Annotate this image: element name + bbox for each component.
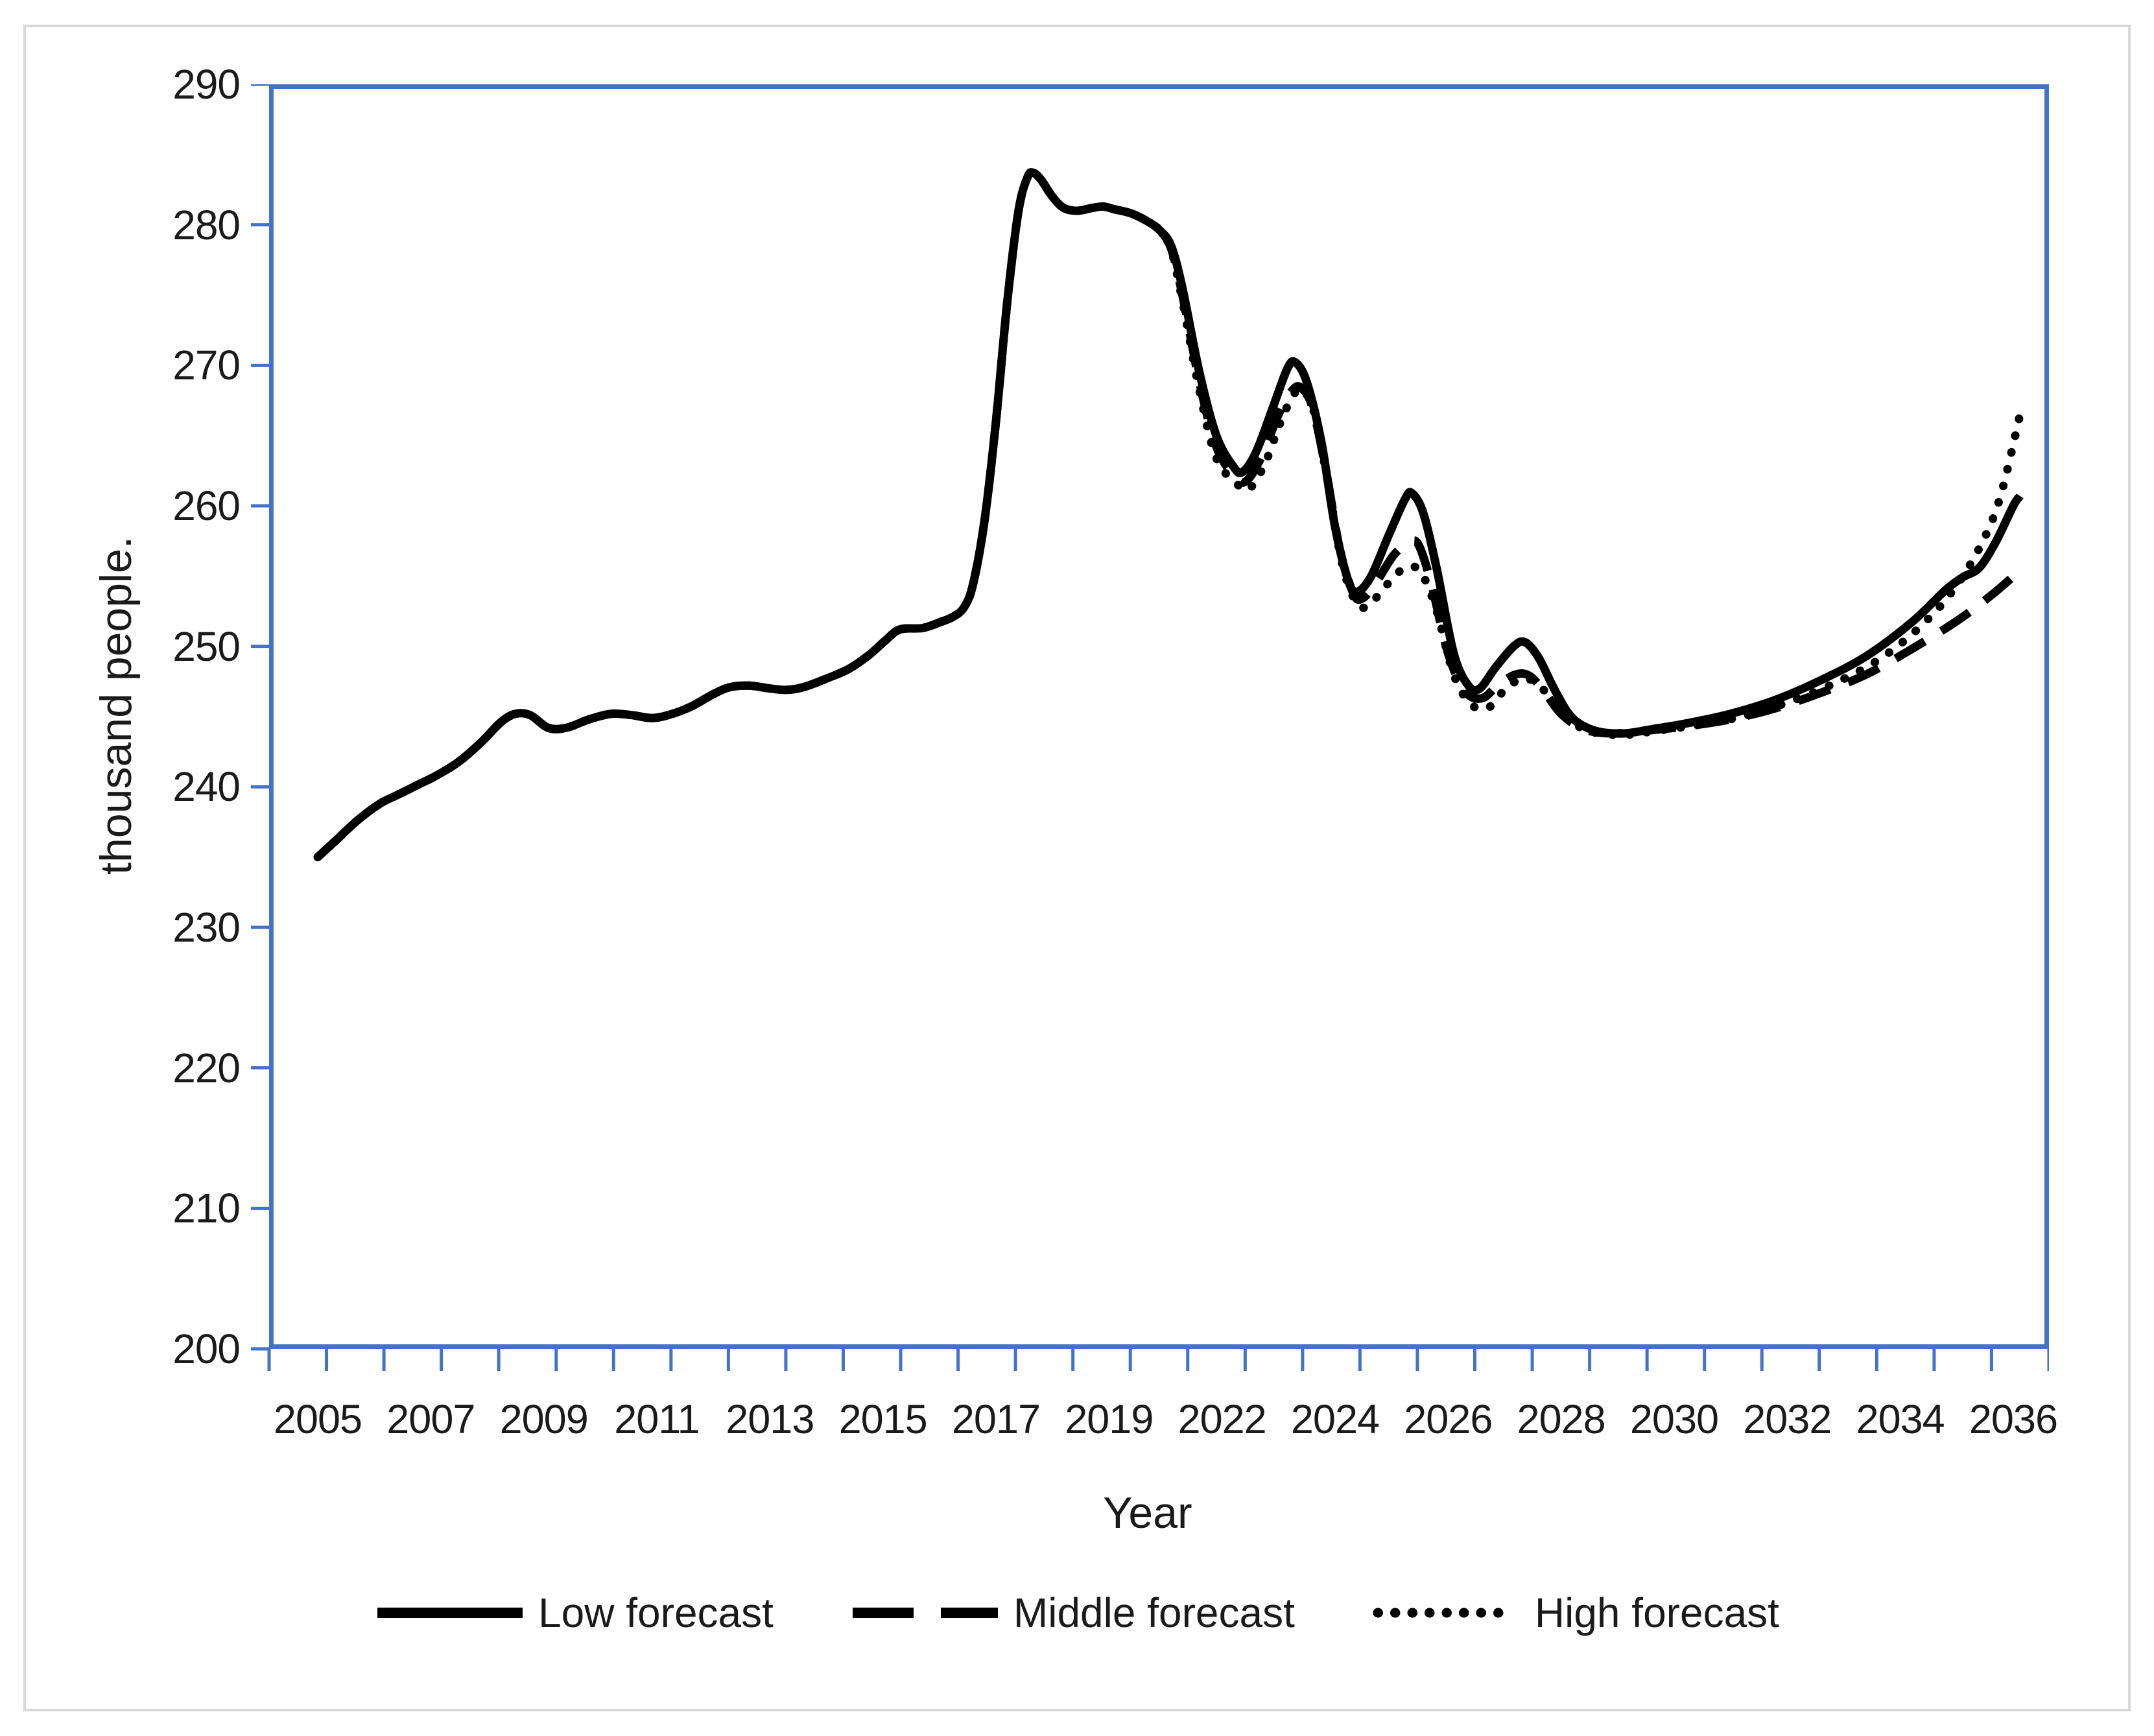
x-tick-label: 2009 bbox=[499, 1397, 589, 1442]
series-line-high-forecast bbox=[313, 168, 2024, 862]
y-tick-label: 270 bbox=[172, 342, 241, 389]
y-tick-label: 240 bbox=[172, 763, 241, 811]
legend: Low forecast Middle forecast High forecast bbox=[26, 1589, 2128, 1637]
y-tick-label: 220 bbox=[172, 1044, 241, 1091]
series-line-middle-forecast bbox=[314, 168, 2023, 861]
x-tick-label: 2030 bbox=[1629, 1397, 1719, 1442]
legend-line-sample-solid bbox=[377, 1608, 523, 1618]
chart-figure: thousand people. 290 280 270 260 250 240 230 22… bbox=[23, 25, 2131, 1711]
x-tick-label: 2024 bbox=[1290, 1397, 1380, 1442]
x-tick-label: 2011 bbox=[614, 1397, 700, 1442]
y-tick-label: 200 bbox=[172, 1326, 241, 1372]
x-tick-label: 2015 bbox=[838, 1397, 928, 1442]
legend-label: Middle forecast bbox=[1013, 1589, 1295, 1636]
y-tick-label: 250 bbox=[172, 623, 241, 670]
x-tick-label: 2013 bbox=[726, 1397, 814, 1442]
x-tick-label: 2036 bbox=[1969, 1397, 2058, 1442]
x-tick-label: 2022 bbox=[1178, 1397, 1267, 1442]
x-tick-label: 2019 bbox=[1065, 1397, 1154, 1442]
series-line-low-forecast bbox=[314, 168, 2024, 861]
legend-item-middle-forecast: Middle forecast bbox=[850, 1589, 1295, 1637]
legend-line-sample-dashed bbox=[852, 1608, 998, 1618]
x-tick-label: 2007 bbox=[386, 1397, 475, 1442]
plot-canvas bbox=[251, 84, 2049, 1371]
x-tick-label: 2026 bbox=[1404, 1397, 1493, 1442]
x-tick-label: 2028 bbox=[1517, 1397, 1606, 1442]
y-axis-title: thousand people. bbox=[91, 536, 141, 875]
x-axis-title: Year bbox=[1103, 1488, 1192, 1538]
y-tick-label: 280 bbox=[172, 201, 241, 248]
x-tick-label: 2032 bbox=[1743, 1397, 1832, 1442]
x-tick-label: 2005 bbox=[273, 1397, 362, 1442]
y-tick-label: 210 bbox=[172, 1185, 241, 1232]
legend-label: High forecast bbox=[1534, 1589, 1779, 1636]
x-tick-label: 2017 bbox=[951, 1397, 1041, 1442]
legend-item-low-forecast: Low forecast bbox=[375, 1589, 774, 1637]
y-tick-label: 290 bbox=[172, 61, 241, 108]
legend-item-high-forecast: High forecast bbox=[1371, 1589, 1779, 1637]
legend-line-sample-dotted bbox=[1373, 1608, 1521, 1618]
x-tick-label: 2034 bbox=[1856, 1397, 1945, 1442]
plot-frame bbox=[269, 84, 2049, 1349]
y-tick-label: 260 bbox=[172, 482, 241, 529]
y-tick-label: 230 bbox=[172, 904, 241, 951]
legend-label: Low forecast bbox=[538, 1589, 774, 1636]
